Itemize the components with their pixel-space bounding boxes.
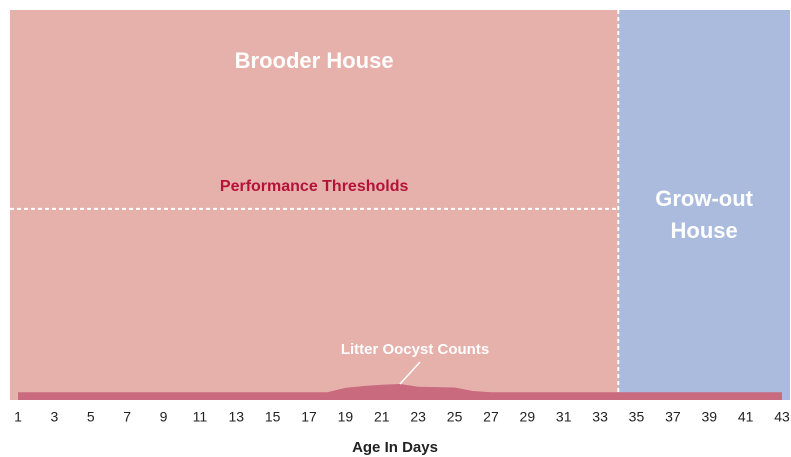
x-tick-label: 35 <box>629 409 645 425</box>
region-label: Brooder House <box>235 48 394 73</box>
region <box>618 10 790 400</box>
x-tick-label: 19 <box>338 409 354 425</box>
x-tick-label: 17 <box>301 409 317 425</box>
x-tick-label: 7 <box>123 409 131 425</box>
x-tick-label: 23 <box>410 409 426 425</box>
x-tick-label: 1 <box>14 409 22 425</box>
x-tick-label: 21 <box>374 409 390 425</box>
x-tick-label: 13 <box>228 409 244 425</box>
x-tick-label: 41 <box>738 409 754 425</box>
x-tick-label: 37 <box>665 409 681 425</box>
x-tick-label: 31 <box>556 409 572 425</box>
x-tick-label: 29 <box>520 409 536 425</box>
x-tick-label: 5 <box>87 409 95 425</box>
x-tick-label: 27 <box>483 409 499 425</box>
region-label: Grow-out <box>655 186 753 211</box>
x-tick-label: 25 <box>447 409 463 425</box>
x-tick-label: 9 <box>160 409 168 425</box>
area <box>18 384 782 400</box>
x-axis-title: Age In Days <box>352 439 438 456</box>
series-pointer <box>399 361 421 385</box>
x-tick-label: 15 <box>265 409 281 425</box>
x-tick-label: 11 <box>193 409 208 425</box>
series-label: Litter Oocyst Counts <box>341 341 489 358</box>
x-tick-label: 33 <box>592 409 608 425</box>
x-tick-label: 3 <box>50 409 58 425</box>
region-label: House <box>671 218 738 243</box>
x-tick-label: 43 <box>774 409 790 425</box>
threshold-label: Performance Thresholds <box>220 178 409 195</box>
region <box>10 10 619 400</box>
x-tick-label: 39 <box>701 409 717 425</box>
